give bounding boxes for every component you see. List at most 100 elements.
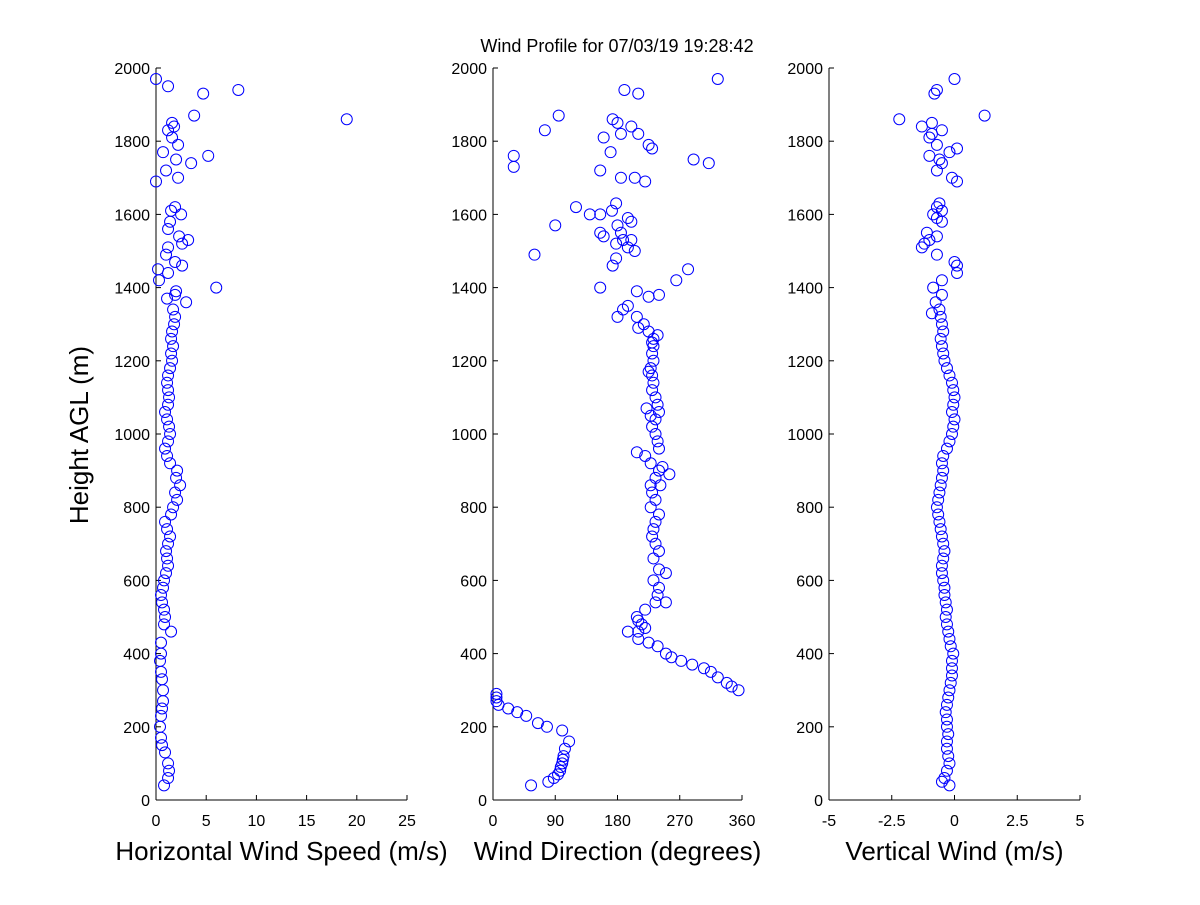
data-point xyxy=(617,234,630,247)
data-point xyxy=(935,340,948,353)
data-point xyxy=(932,508,945,521)
data-point xyxy=(711,671,724,684)
data-point xyxy=(670,274,683,287)
data-point xyxy=(161,449,174,462)
data-point xyxy=(940,442,953,455)
data-point xyxy=(651,398,664,411)
data-point xyxy=(176,259,189,272)
data-point xyxy=(947,398,960,411)
x-tick-label: 0 xyxy=(950,813,959,830)
data-point xyxy=(162,124,175,137)
data-point xyxy=(490,691,503,704)
data-point xyxy=(156,596,169,609)
data-point xyxy=(563,735,576,748)
data-point xyxy=(642,636,655,649)
data-point xyxy=(160,248,173,261)
data-point xyxy=(642,138,655,151)
data-point xyxy=(732,684,745,697)
x-axis-label: Vertical Wind (m/s) xyxy=(845,836,1063,866)
data-point xyxy=(940,735,953,748)
data-point xyxy=(610,197,623,210)
panel-wind-direction: 0 200 400 600 800 1000 1200 1400 1600 1800 2000 0 90… xyxy=(451,61,761,866)
data-point xyxy=(930,138,943,151)
data-point xyxy=(702,157,715,170)
data-point xyxy=(704,665,717,678)
data-point xyxy=(621,625,634,638)
y-tick-label: 1400 xyxy=(787,281,823,298)
data-point xyxy=(154,654,167,667)
data-point xyxy=(682,263,695,276)
y-tick-label: 1600 xyxy=(114,207,150,224)
data-point xyxy=(930,501,943,514)
data-point xyxy=(152,263,165,276)
data-point xyxy=(157,146,170,159)
x-tick-label: 25 xyxy=(398,813,416,830)
data-point xyxy=(155,731,168,744)
data-point xyxy=(161,292,174,305)
data-point xyxy=(165,625,178,638)
data-point xyxy=(945,654,958,667)
data-point xyxy=(646,530,659,543)
y-tick-label: 1000 xyxy=(114,427,150,444)
data-point xyxy=(165,347,178,360)
data-point xyxy=(159,406,172,419)
x-tick-label: 0 xyxy=(152,813,161,830)
data-point xyxy=(159,442,172,455)
data-point xyxy=(935,775,948,788)
data-point xyxy=(933,153,946,166)
y-tick-label: 1200 xyxy=(451,354,487,371)
x-tick-label: 0 xyxy=(489,813,498,830)
data-point xyxy=(649,471,662,484)
data-point xyxy=(150,175,162,188)
data-point xyxy=(175,208,188,221)
y-tick-label: 600 xyxy=(123,573,150,590)
y-tick-label: 1800 xyxy=(451,134,487,151)
y-tick-label: 1800 xyxy=(787,134,823,151)
data-point xyxy=(161,376,174,389)
data-point xyxy=(173,230,186,243)
data-point xyxy=(935,288,948,301)
data-point xyxy=(557,750,570,763)
data-point xyxy=(930,164,943,177)
x-tick-label: 5 xyxy=(202,813,211,830)
data-point xyxy=(720,676,733,689)
data-point xyxy=(937,325,950,338)
data-point xyxy=(597,131,610,144)
data-point xyxy=(939,706,952,719)
data-point xyxy=(159,746,172,759)
data-point xyxy=(925,116,938,129)
data-point xyxy=(167,501,180,514)
data-point xyxy=(951,142,964,155)
data-point xyxy=(933,303,946,316)
y-tick-label: 800 xyxy=(123,500,150,517)
y-tick-label: 400 xyxy=(796,647,823,664)
data-point xyxy=(649,537,662,550)
data-point xyxy=(583,208,596,221)
data-point xyxy=(938,772,951,785)
data-point xyxy=(570,201,582,214)
data-point xyxy=(156,673,169,686)
data-point xyxy=(933,197,946,210)
data-point xyxy=(951,259,964,272)
data-point xyxy=(923,234,936,247)
data-point xyxy=(630,285,643,298)
data-point xyxy=(647,354,660,367)
y-tick-label: 1000 xyxy=(451,427,487,444)
y-tick-label: 0 xyxy=(141,793,150,810)
data-point xyxy=(165,508,178,521)
data-point xyxy=(594,281,607,294)
data-point xyxy=(937,537,950,550)
data-point xyxy=(172,138,185,151)
data-point xyxy=(632,632,645,645)
data-point xyxy=(606,259,619,272)
y-tick-label: 2000 xyxy=(451,61,487,78)
data-point xyxy=(197,87,210,100)
data-point xyxy=(659,596,672,609)
data-point xyxy=(659,567,672,580)
data-point xyxy=(157,695,170,708)
data-point xyxy=(659,647,672,660)
data-point xyxy=(611,310,624,323)
y-tick-label: 200 xyxy=(123,720,150,737)
